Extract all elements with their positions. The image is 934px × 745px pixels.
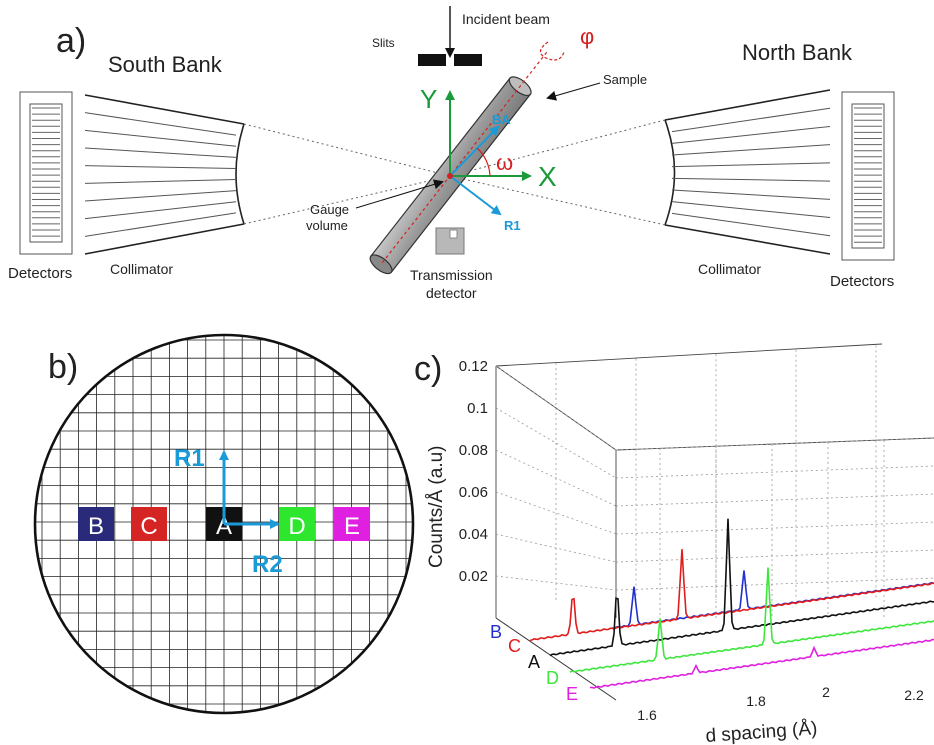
gauge-volume-pointer	[355, 179, 444, 209]
point-label: E	[344, 513, 360, 540]
transmission-label-1: Transmission	[410, 267, 493, 283]
point-marker	[78, 507, 114, 541]
y-axis-label: Y	[420, 84, 437, 114]
point-marker	[279, 507, 315, 541]
slits-label: Slits	[372, 36, 395, 50]
point-label: B	[88, 513, 104, 540]
x-axis-label: X	[538, 161, 557, 192]
y-tick-label: 0.1	[467, 400, 488, 417]
y-axis-title: Counts/Å (a.u)	[426, 446, 447, 569]
series-label-a: A	[528, 652, 540, 672]
series-trace-d	[569, 567, 934, 673]
panel-b-label: b)	[48, 348, 78, 386]
point-label: C	[140, 513, 157, 540]
x-axis-title: d spacing (Å)	[705, 718, 818, 745]
measurement-point-d: D	[279, 507, 315, 541]
sample-pointer	[546, 82, 601, 101]
y-tick-label: 0.06	[459, 484, 488, 501]
detectors-right-label: Detectors	[830, 273, 894, 290]
panel-a-label: a)	[56, 22, 86, 60]
gauge-volume-label-1: Gauge	[310, 202, 349, 217]
x-tick-label: 1.8	[746, 693, 766, 709]
point-marker	[334, 507, 370, 541]
r1-axis-arrow	[449, 175, 502, 216]
chart-box-frame	[495, 343, 934, 618]
collimator-right-label: Collimator	[698, 261, 761, 277]
y-tick-label: 0.12	[459, 358, 488, 375]
sample-label: Sample	[603, 72, 647, 87]
panel-a-diagram: a) South Bank North Bank Detectors Colli…	[8, 6, 895, 301]
r2-label-b: R2	[252, 551, 283, 578]
series-label-c: C	[508, 636, 521, 656]
measurement-point-b: B	[78, 507, 114, 541]
series-trace-a	[549, 518, 934, 657]
north-bank-title: North Bank	[742, 40, 853, 65]
measurement-point-e: E	[334, 507, 370, 541]
gauge-volume-point	[447, 173, 453, 179]
y-tick-label: 0.02	[459, 568, 488, 585]
phi-rotation-arrow	[539, 41, 565, 61]
incident-beam-label: Incident beam	[462, 11, 550, 27]
chart-grid	[495, 345, 934, 618]
north-detector-array	[841, 91, 895, 261]
measurement-point-c: C	[131, 507, 167, 541]
series-label-d: D	[546, 668, 559, 688]
transmission-detector-window	[449, 229, 458, 239]
gauge-volume-label-2: volume	[306, 218, 348, 233]
series-trace-e	[589, 638, 934, 689]
series-label-b: B	[490, 622, 502, 642]
omega-arc	[476, 147, 491, 177]
series-label-e: E	[566, 684, 578, 704]
slit-left	[418, 54, 446, 66]
x-tick-label: 1.6	[637, 707, 657, 723]
south-collimator	[84, 94, 245, 255]
panel-b-diagram: b) B C A D E R1 R2	[33, 333, 415, 715]
panel-c-label: c)	[414, 350, 442, 388]
transmission-label-2: detector	[426, 285, 477, 301]
slit-right	[454, 54, 482, 66]
south-bank-title: South Bank	[108, 52, 223, 77]
y-tick-label: 0.04	[459, 526, 488, 543]
south-detector-array	[19, 91, 73, 255]
ba-axis-arrow	[449, 125, 500, 177]
point-label: D	[288, 513, 305, 540]
point-marker	[131, 507, 167, 541]
y-tick-label: 0.08	[459, 442, 488, 459]
specimen-disk-outline	[33, 333, 415, 715]
point-label: A	[216, 513, 232, 540]
collimator-left-label: Collimator	[110, 261, 173, 277]
omega-label: ω	[496, 150, 513, 175]
scattering-paths	[243, 119, 666, 226]
r1-label-a: R1	[504, 218, 521, 233]
x-tick-label: 2	[822, 684, 830, 700]
series-trace-c	[529, 549, 934, 642]
x-tick-label: 2.2	[904, 687, 924, 703]
north-collimator	[664, 89, 831, 255]
panel-c-chart: c) 0.02 0.04 0.06 0.08 0.1 0.12 Counts/Å (a.u…	[414, 343, 934, 745]
detectors-left-label: Detectors	[8, 265, 72, 282]
phi-label: φ	[580, 24, 594, 49]
r1-label-b: R1	[174, 445, 205, 472]
ba-label: BA	[492, 112, 511, 127]
